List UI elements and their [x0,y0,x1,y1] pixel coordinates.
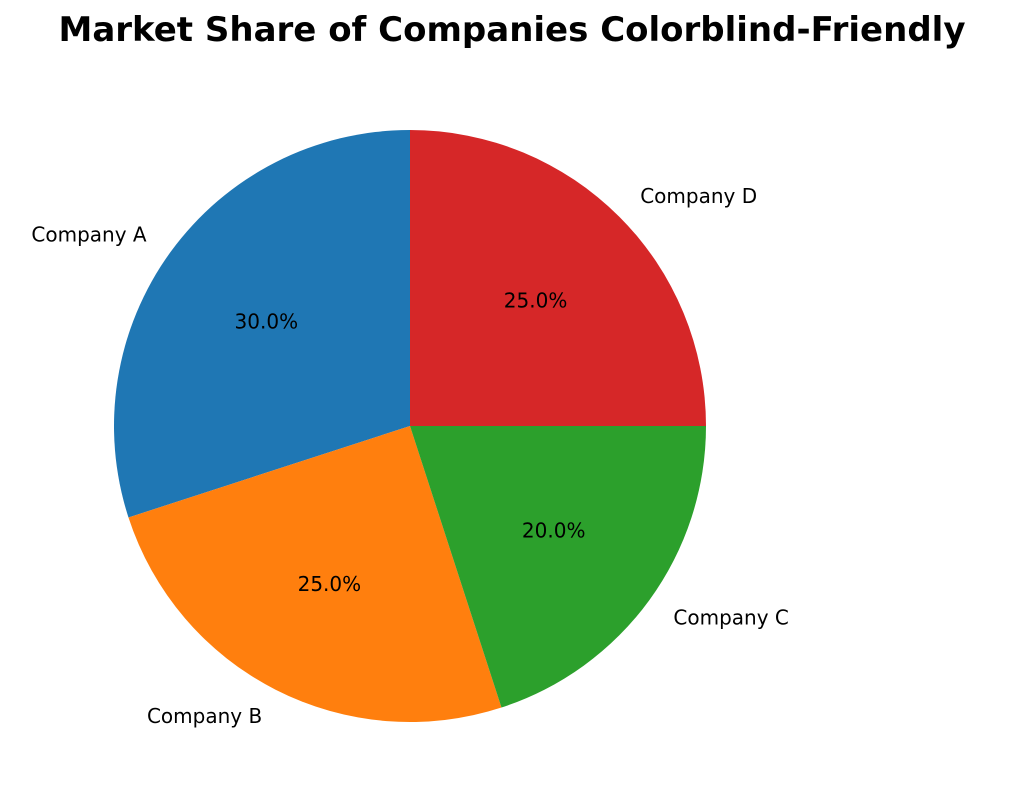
slice-label-company-b: Company B [147,704,262,728]
slice-label-company-c: Company C [673,605,788,629]
pie-labels: Company A 30.0% Company B 25.0% Company C 20.… [31,184,788,728]
pie-slice-company-d [410,130,706,426]
slice-label-company-d: Company D [640,184,757,208]
pct-label-company-c: 20.0% [522,518,586,542]
chart-title: Market Share of Companies Colorblind-Fri… [58,10,966,50]
pie-slice-company-a [113,130,411,518]
pct-label-company-d: 25.0% [504,288,568,312]
slice-label-company-a: Company A [31,223,147,247]
pie-slice-company-b [128,426,502,722]
pie-slice-company-c [410,426,706,708]
pie-slices [113,130,706,722]
pct-label-company-b: 25.0% [298,572,362,596]
pct-label-company-a: 30.0% [235,310,299,334]
